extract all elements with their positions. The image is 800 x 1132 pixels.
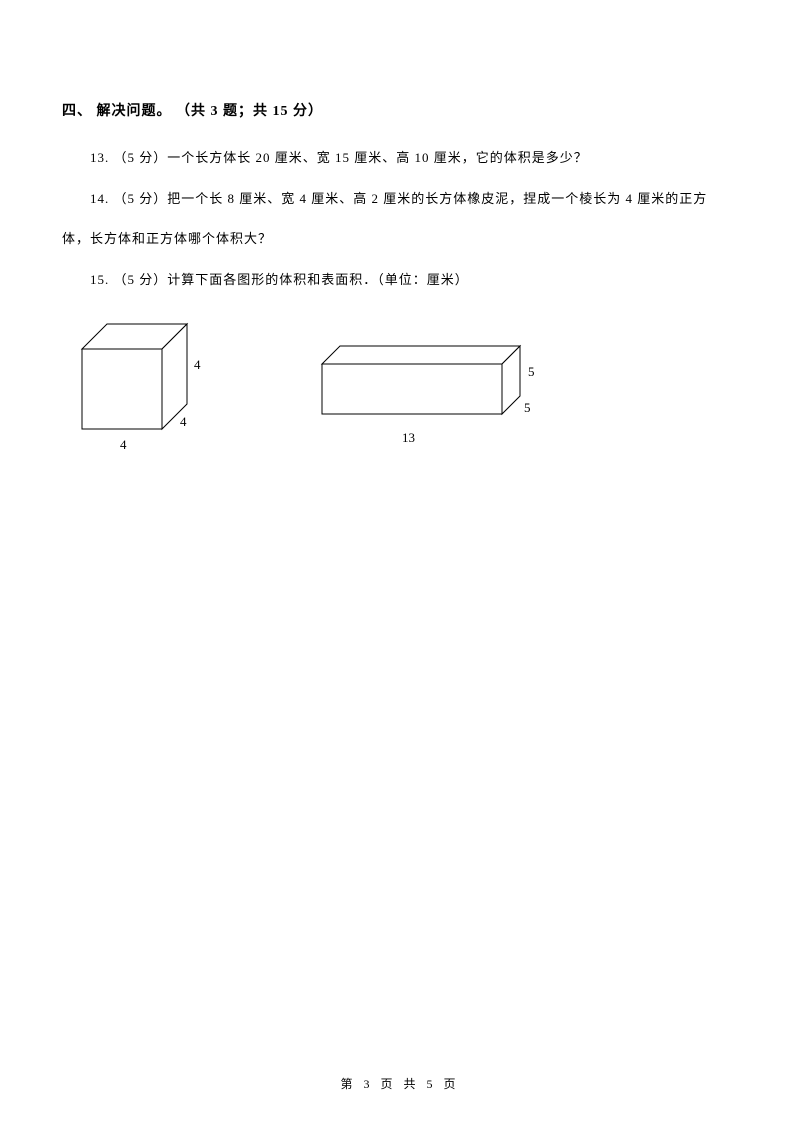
cube-label-width: 4: [120, 437, 127, 452]
cuboid-svg: 5 5 13: [312, 334, 562, 459]
question-13: 13. （5 分）一个长方体长 20 厘米、宽 15 厘米、高 10 厘米，它的…: [62, 144, 738, 173]
cuboid-top-face: [322, 346, 520, 364]
cuboid-front-face: [322, 364, 502, 414]
page-footer: 第 3 页 共 5 页: [0, 1075, 800, 1092]
cube-figure: 4 4 4: [72, 314, 232, 459]
cuboid-figure: 5 5 13: [312, 334, 562, 459]
cuboid-label-depth: 5: [524, 400, 531, 415]
section-header: 四、 解决问题。 （共 3 题；共 15 分）: [62, 100, 738, 120]
figures-container: 4 4 4 5 5 13: [72, 314, 738, 459]
question-15: 15. （5 分）计算下面各图形的体积和表面积．（单位：厘米）: [62, 266, 738, 295]
cuboid-label-length: 13: [402, 430, 415, 445]
cube-label-height: 4: [194, 357, 201, 372]
cube-front-face: [82, 349, 162, 429]
cube-label-depth: 4: [180, 414, 187, 429]
question-14-line2: 体，长方体和正方体哪个体积大？: [62, 225, 738, 254]
cuboid-label-height: 5: [528, 364, 535, 379]
cube-svg: 4 4 4: [72, 314, 232, 459]
question-14-line1: 14. （5 分）把一个长 8 厘米、宽 4 厘米、高 2 厘米的长方体橡皮泥，…: [62, 185, 738, 214]
